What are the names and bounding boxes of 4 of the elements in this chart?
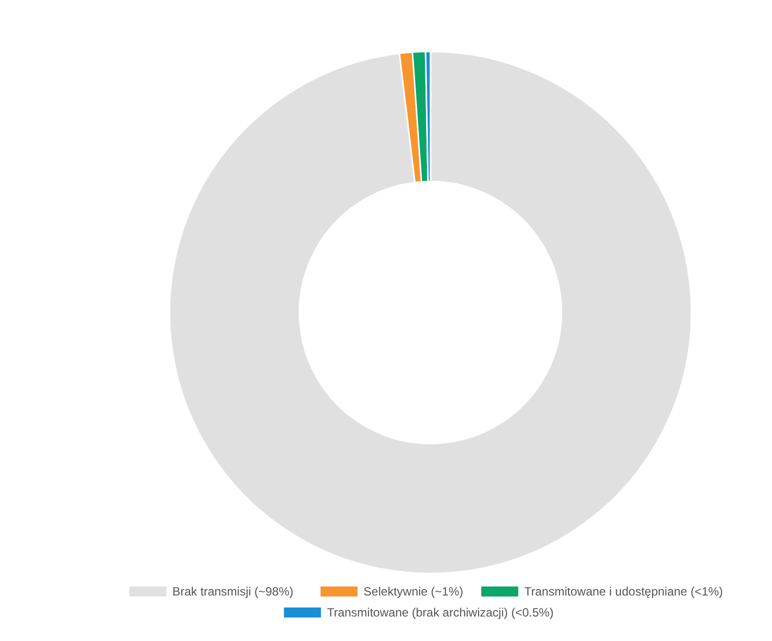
legend-label: Brak transmisji (~98%) <box>172 584 294 598</box>
legend-label: Transmitowane (brak archiwizacji) (<0.5%) <box>326 606 554 620</box>
legend-label: Selektywnie (~1%) <box>364 584 464 598</box>
legend-label: Transmitowane i udostępniane (<1%) <box>524 584 723 598</box>
